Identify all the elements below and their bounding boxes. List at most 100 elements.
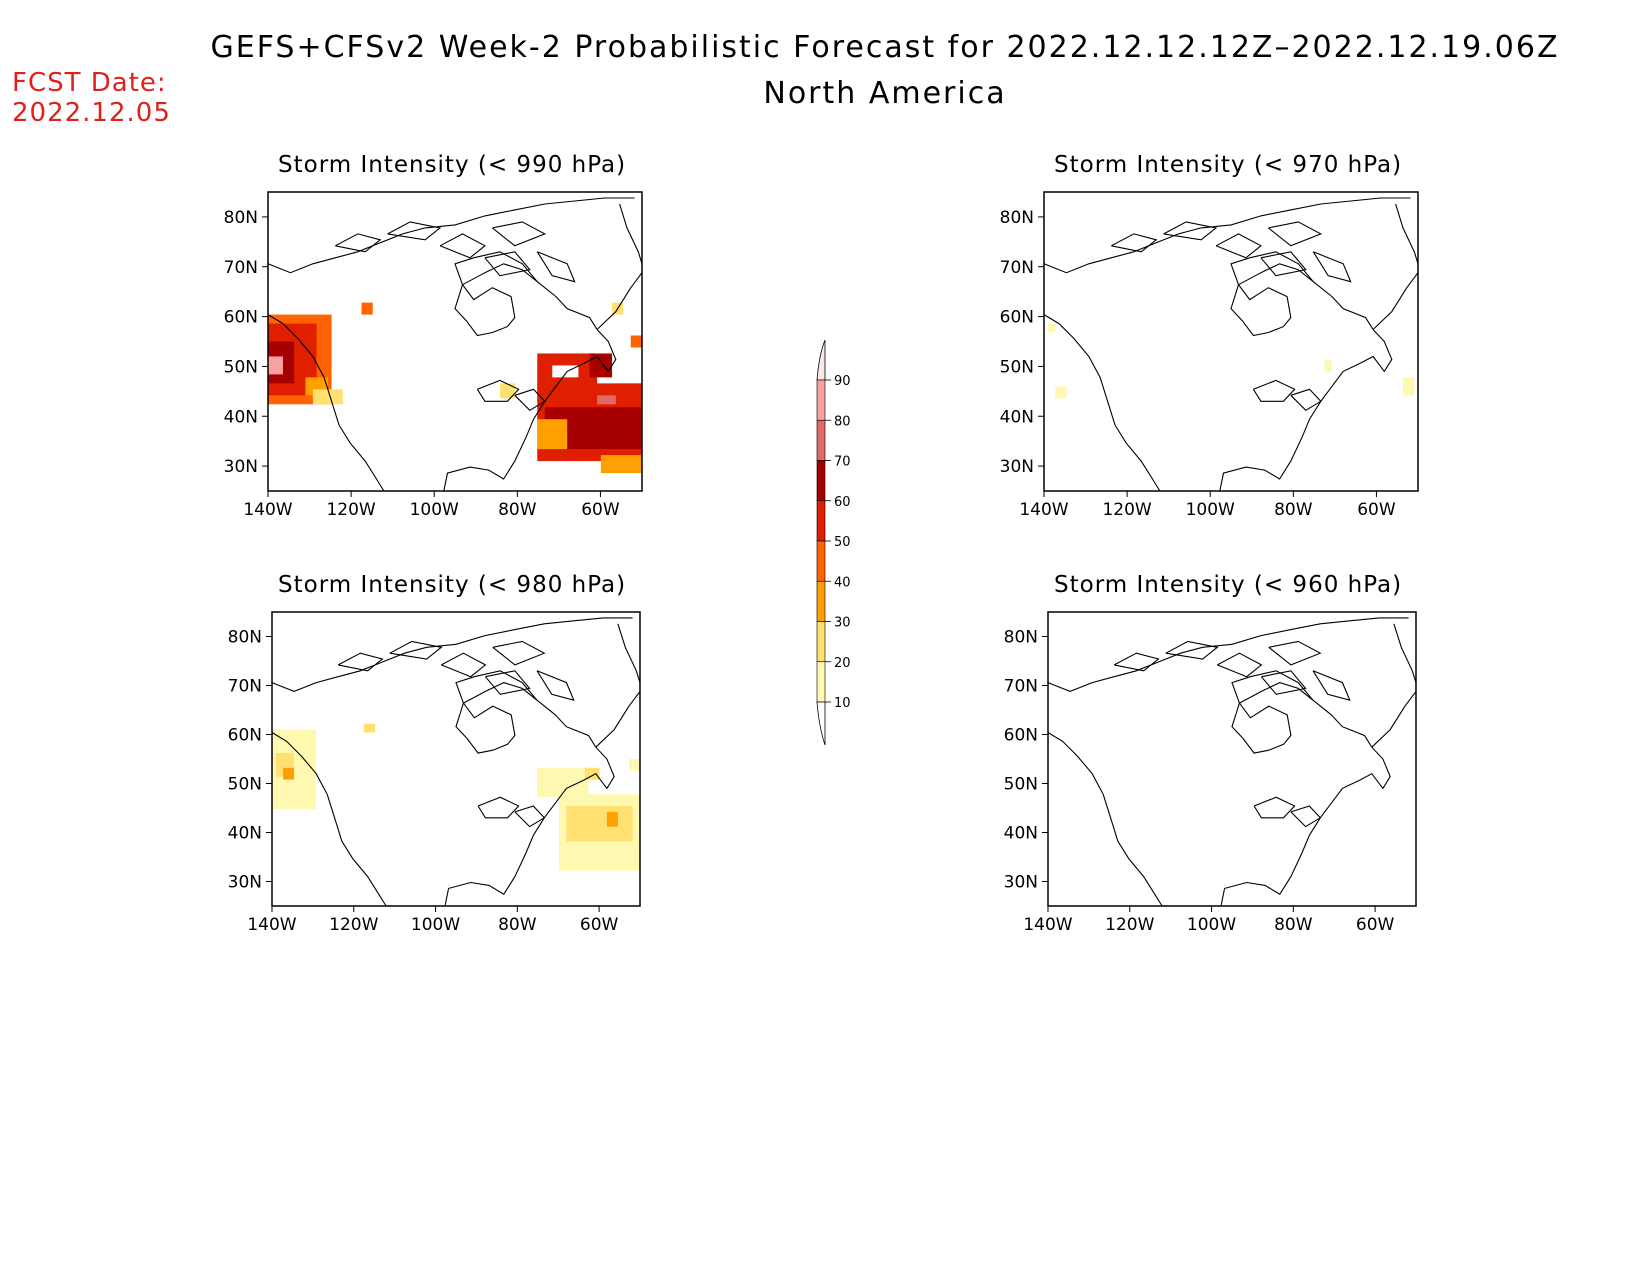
colorbar-tick-label: 50 (834, 535, 851, 550)
lat-tick-label: 40N (1000, 407, 1034, 427)
probability-cell (499, 383, 515, 399)
coastline-segment (1260, 670, 1307, 695)
coastline (1047, 617, 1417, 907)
probability-cell (361, 302, 373, 315)
coastline (267, 197, 643, 492)
lat-tick-label: 70N (1004, 677, 1038, 697)
probability-shading (1047, 323, 1415, 399)
probability-shading (272, 723, 640, 871)
colorbar-box (816, 460, 826, 502)
map-axes: 80N 70N 60N 50N 40N 30N 140W 120W 100W 80W 60W (1004, 628, 1395, 936)
probability-cell (312, 389, 343, 405)
coastline-segment (476, 379, 520, 402)
coastline-segment (444, 682, 615, 907)
lon-tick-label: 60W (1357, 500, 1396, 520)
map-frame (1043, 191, 1419, 492)
coastline-segment (1268, 221, 1323, 247)
coastline-segment (271, 617, 633, 692)
map-axes: 80N 70N 60N 50N 40N 30N 140W 120W 100W 80W 60W (1000, 208, 1396, 520)
lon-tick-label: 120W (1102, 500, 1151, 520)
coastline-segment (337, 652, 384, 672)
coastline-segment (1217, 652, 1263, 678)
probability-cell (283, 767, 295, 780)
coastline-segment (595, 691, 641, 748)
probability-cell (566, 806, 633, 842)
lon-tick-label: 80W (1274, 915, 1313, 935)
colorbar-box (816, 379, 826, 421)
panel-title-960: Storm Intensity (< 960 hPa) (1054, 572, 1403, 598)
probability-cell (1055, 386, 1067, 399)
colorbar-box (816, 419, 826, 461)
colorbar-tick-label: 90 (834, 374, 851, 389)
coastline-segment (492, 221, 547, 247)
map-panel-980: 80N 70N 60N 50N 40N 30N 140W 120W 100W 80W 60W (228, 611, 641, 935)
coastline-segment (267, 314, 385, 492)
coastline-segment (1047, 617, 1409, 692)
colorbar: 90 80 70 60 50 40 30 20 10 (816, 339, 851, 746)
coastline-segment (619, 203, 643, 264)
lon-tick-label: 60W (581, 500, 620, 520)
probability-cell (606, 811, 618, 827)
lat-tick-label: 30N (1000, 457, 1034, 477)
colorbar-box (816, 540, 826, 582)
probability-cell (600, 455, 642, 474)
colorbar-labels: 90 80 70 60 50 40 30 20 10 (825, 374, 851, 711)
colorbar-box (816, 500, 826, 542)
coastline-segment (387, 221, 442, 241)
map-panel-970: 80N 70N 60N 50N 40N 30N 140W 120W 100W 80W 60W (1000, 191, 1419, 520)
region-subtitle: North America (763, 76, 1007, 111)
lat-tick-label: 50N (1000, 357, 1034, 377)
colorbar-tick-label: 10 (834, 696, 851, 711)
lat-tick-label: 70N (228, 677, 262, 697)
coastline-segment (1215, 233, 1262, 259)
lon-tick-label: 100W (1186, 500, 1235, 520)
colorbar-tick-label: 30 (834, 616, 851, 631)
colorbar-boxes (816, 379, 826, 703)
colorbar-tick-label: 40 (834, 575, 851, 590)
colorbar-box (816, 621, 826, 663)
lat-tick-label: 60N (1004, 726, 1038, 746)
lon-tick-label: 60W (580, 915, 619, 935)
lat-tick-label: 80N (228, 628, 262, 648)
map-frame (271, 611, 641, 907)
coastline-segment (439, 233, 486, 259)
lon-tick-label: 80W (1274, 500, 1313, 520)
coastline-segment (536, 251, 576, 283)
coastline-segment (1393, 623, 1417, 683)
panel-title-990: Storm Intensity (< 990 hPa) (278, 152, 627, 178)
lat-tick-label: 40N (228, 824, 262, 844)
colorbar-tick-label: 20 (834, 656, 851, 671)
coastline-segment (1111, 233, 1158, 253)
coastline-segment (1253, 796, 1296, 819)
lon-tick-label: 60W (1356, 915, 1395, 935)
lat-tick-label: 30N (224, 457, 258, 477)
lat-tick-label: 30N (228, 873, 262, 893)
colorbar-top-triangle (816, 339, 826, 381)
lon-tick-label: 140W (243, 500, 292, 520)
lat-tick-label: 80N (224, 208, 258, 228)
lat-tick-label: 40N (1004, 824, 1038, 844)
forecast-date-block: FCST Date: 2022.12.05 (12, 68, 171, 128)
probability-cell (630, 335, 642, 348)
coastline-segment (1290, 805, 1322, 828)
probability-cell (589, 353, 613, 378)
colorbar-bottom-triangle (816, 701, 826, 746)
coastline-segment (1047, 732, 1163, 907)
colorbar-tick-label: 60 (834, 495, 851, 510)
probability-cell (364, 723, 376, 733)
coastline-segment (484, 670, 531, 695)
map-frame (1047, 611, 1417, 907)
probability-cell (628, 759, 640, 771)
lat-tick-label: 70N (1000, 258, 1034, 278)
lat-tick-label: 60N (1000, 308, 1034, 328)
coastline-segment (1312, 670, 1351, 702)
coastline-segment (1043, 314, 1161, 492)
coastline-segment (1312, 251, 1352, 283)
lon-tick-label: 120W (1105, 915, 1154, 935)
coastline (271, 617, 641, 907)
lat-tick-label: 50N (1004, 775, 1038, 795)
coastline-segment (454, 251, 538, 285)
probability-cell (268, 356, 283, 375)
coastline-segment (1260, 251, 1307, 277)
coastline-segment (514, 388, 546, 411)
